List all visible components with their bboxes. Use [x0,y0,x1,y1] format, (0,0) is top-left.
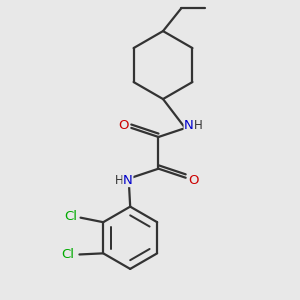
Text: O: O [118,119,129,132]
Text: N: N [184,119,194,132]
Text: Cl: Cl [61,248,75,261]
Text: Cl: Cl [64,210,77,223]
Text: H: H [194,119,203,132]
Text: O: O [188,173,199,187]
Text: H: H [115,173,123,187]
Text: N: N [123,173,133,187]
